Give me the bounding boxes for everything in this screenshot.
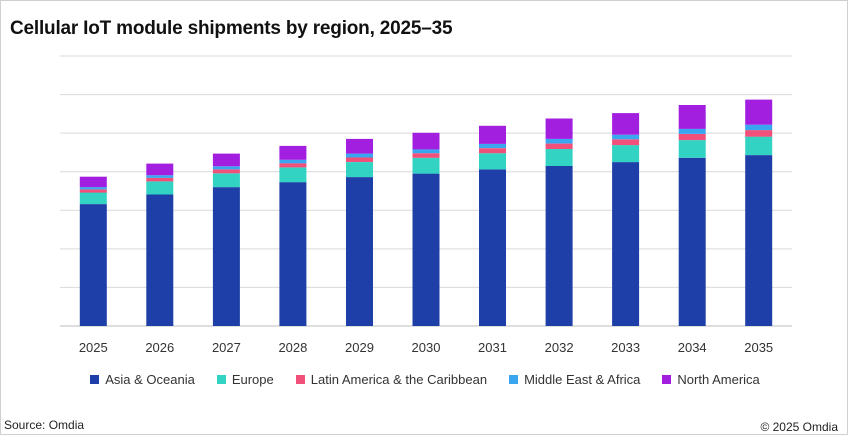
x-tick-label: 2032 xyxy=(545,340,574,355)
bar-segment-2027-middle-east-africa xyxy=(212,166,240,170)
chart-title: Cellular IoT module shipments by region,… xyxy=(10,18,453,39)
bar-segment-2031-north-america xyxy=(479,125,506,144)
bar-segment-2026-latin-america-the-caribbean xyxy=(146,177,174,182)
legend: Asia & Oceania Europe Latin America & the … xyxy=(0,372,850,387)
legend-item: Latin America & the Caribbean xyxy=(295,372,488,387)
bar-segment-2027-europe xyxy=(212,173,240,188)
legend-item: Europe xyxy=(216,372,274,387)
bar-segment-2033-middle-east-africa xyxy=(612,134,640,140)
legend-label: Asia & Oceania xyxy=(105,372,195,387)
legend-swatch xyxy=(90,375,100,384)
bar-segment-2035-latin-america-the-caribbean xyxy=(745,130,773,137)
x-tick-label: 2028 xyxy=(278,340,307,355)
bar-segment-2035-europe xyxy=(745,136,773,156)
legend-swatch xyxy=(295,375,305,384)
bar-segment-2025-asia-oceania xyxy=(79,204,107,326)
bar-segment-2033-latin-america-the-caribbean xyxy=(612,139,640,146)
x-tick-label: 2031 xyxy=(478,340,507,355)
x-tick-label: 2030 xyxy=(412,340,441,355)
bar-segment-2033-europe xyxy=(612,145,640,163)
x-tick-label: 2033 xyxy=(611,340,640,355)
bar-segment-2031-asia-oceania xyxy=(479,169,506,326)
bar-segment-2030-middle-east-africa xyxy=(412,149,440,154)
legend-label: Latin America & the Caribbean xyxy=(310,372,488,387)
legend-label: North America xyxy=(677,372,760,387)
source-note: Source: Omdia xyxy=(4,418,85,432)
bar-segment-2029-middle-east-africa xyxy=(346,153,373,158)
bar-segment-2027-north-america xyxy=(212,153,240,167)
bar-segment-2035-middle-east-africa xyxy=(745,124,773,131)
x-tick-label: 2034 xyxy=(678,340,707,355)
bar-segment-2031-latin-america-the-caribbean xyxy=(479,148,506,154)
bar-segment-2028-europe xyxy=(279,167,307,183)
bar-segment-2030-asia-oceania xyxy=(412,173,440,326)
bar-segment-2027-asia-oceania xyxy=(212,187,240,326)
legend-item: Asia & Oceania xyxy=(90,372,195,387)
x-tick-label: 2027 xyxy=(212,340,241,355)
x-tick-label: 2026 xyxy=(145,340,174,355)
bar-segment-2026-north-america xyxy=(146,163,174,176)
x-tick-label: 2035 xyxy=(744,340,773,355)
legend-item: Middle East & Africa xyxy=(509,372,640,387)
legend-label: Europe xyxy=(231,372,274,387)
bar-segment-2032-latin-america-the-caribbean xyxy=(545,143,573,149)
bar-segment-2035-north-america xyxy=(745,99,773,125)
bar-segment-2028-latin-america-the-caribbean xyxy=(279,163,307,168)
bars xyxy=(79,99,773,326)
bar-segment-2025-north-america xyxy=(79,176,107,188)
legend-label: Middle East & Africa xyxy=(524,372,641,387)
bar-segment-2032-europe xyxy=(545,149,573,166)
bar-segment-2028-asia-oceania xyxy=(279,182,307,326)
bar-segment-2029-north-america xyxy=(346,138,373,154)
bar-segment-2033-asia-oceania xyxy=(612,162,640,326)
copyright-note: © 2025 Omdia xyxy=(760,420,838,434)
bar-segment-2033-north-america xyxy=(612,113,640,135)
bar-segment-2027-latin-america-the-caribbean xyxy=(212,169,240,174)
bar-segment-2028-middle-east-africa xyxy=(279,159,307,164)
bar-segment-2031-europe xyxy=(479,153,506,170)
bar-segment-2026-europe xyxy=(146,181,174,195)
bar-segment-2032-north-america xyxy=(545,118,573,139)
bar-segment-2034-middle-east-africa xyxy=(678,128,706,134)
x-axis-tick-labels: 2025 2026 2027 2028 2029 2030 2031 2032 2033 2034… xyxy=(79,340,773,355)
bar-segment-2031-middle-east-africa xyxy=(479,143,506,149)
legend-swatch xyxy=(662,375,672,384)
bar-segment-2030-europe xyxy=(412,157,440,174)
bar-segment-2034-north-america xyxy=(678,105,706,129)
bar-segment-2034-europe xyxy=(678,140,706,158)
x-tick-label: 2025 xyxy=(79,340,108,355)
bar-segment-2034-latin-america-the-caribbean xyxy=(678,133,706,141)
bar-segment-2025-latin-america-the-caribbean xyxy=(79,189,107,193)
bar-segment-2025-europe xyxy=(79,192,107,205)
bar-segment-2029-europe xyxy=(346,162,373,178)
legend-item: North America xyxy=(662,372,760,387)
bar-segment-2028-north-america xyxy=(279,145,307,160)
legend-swatch xyxy=(509,375,519,384)
bar-segment-2030-north-america xyxy=(412,132,440,150)
bar-segment-2030-latin-america-the-caribbean xyxy=(412,153,440,158)
x-tick-label: 2029 xyxy=(345,340,374,355)
bar-segment-2026-asia-oceania xyxy=(146,194,174,326)
legend-swatch xyxy=(216,375,226,384)
bar-segment-2035-asia-oceania xyxy=(745,155,773,326)
bar-segment-2026-middle-east-africa xyxy=(146,175,174,178)
bar-segment-2032-asia-oceania xyxy=(545,165,573,326)
bar-segment-2029-latin-america-the-caribbean xyxy=(346,157,373,162)
bar-segment-2029-asia-oceania xyxy=(346,177,373,326)
bar-segment-2034-asia-oceania xyxy=(678,157,706,326)
bar-segment-2025-middle-east-africa xyxy=(79,187,107,190)
bar-segment-2032-middle-east-africa xyxy=(545,138,573,144)
